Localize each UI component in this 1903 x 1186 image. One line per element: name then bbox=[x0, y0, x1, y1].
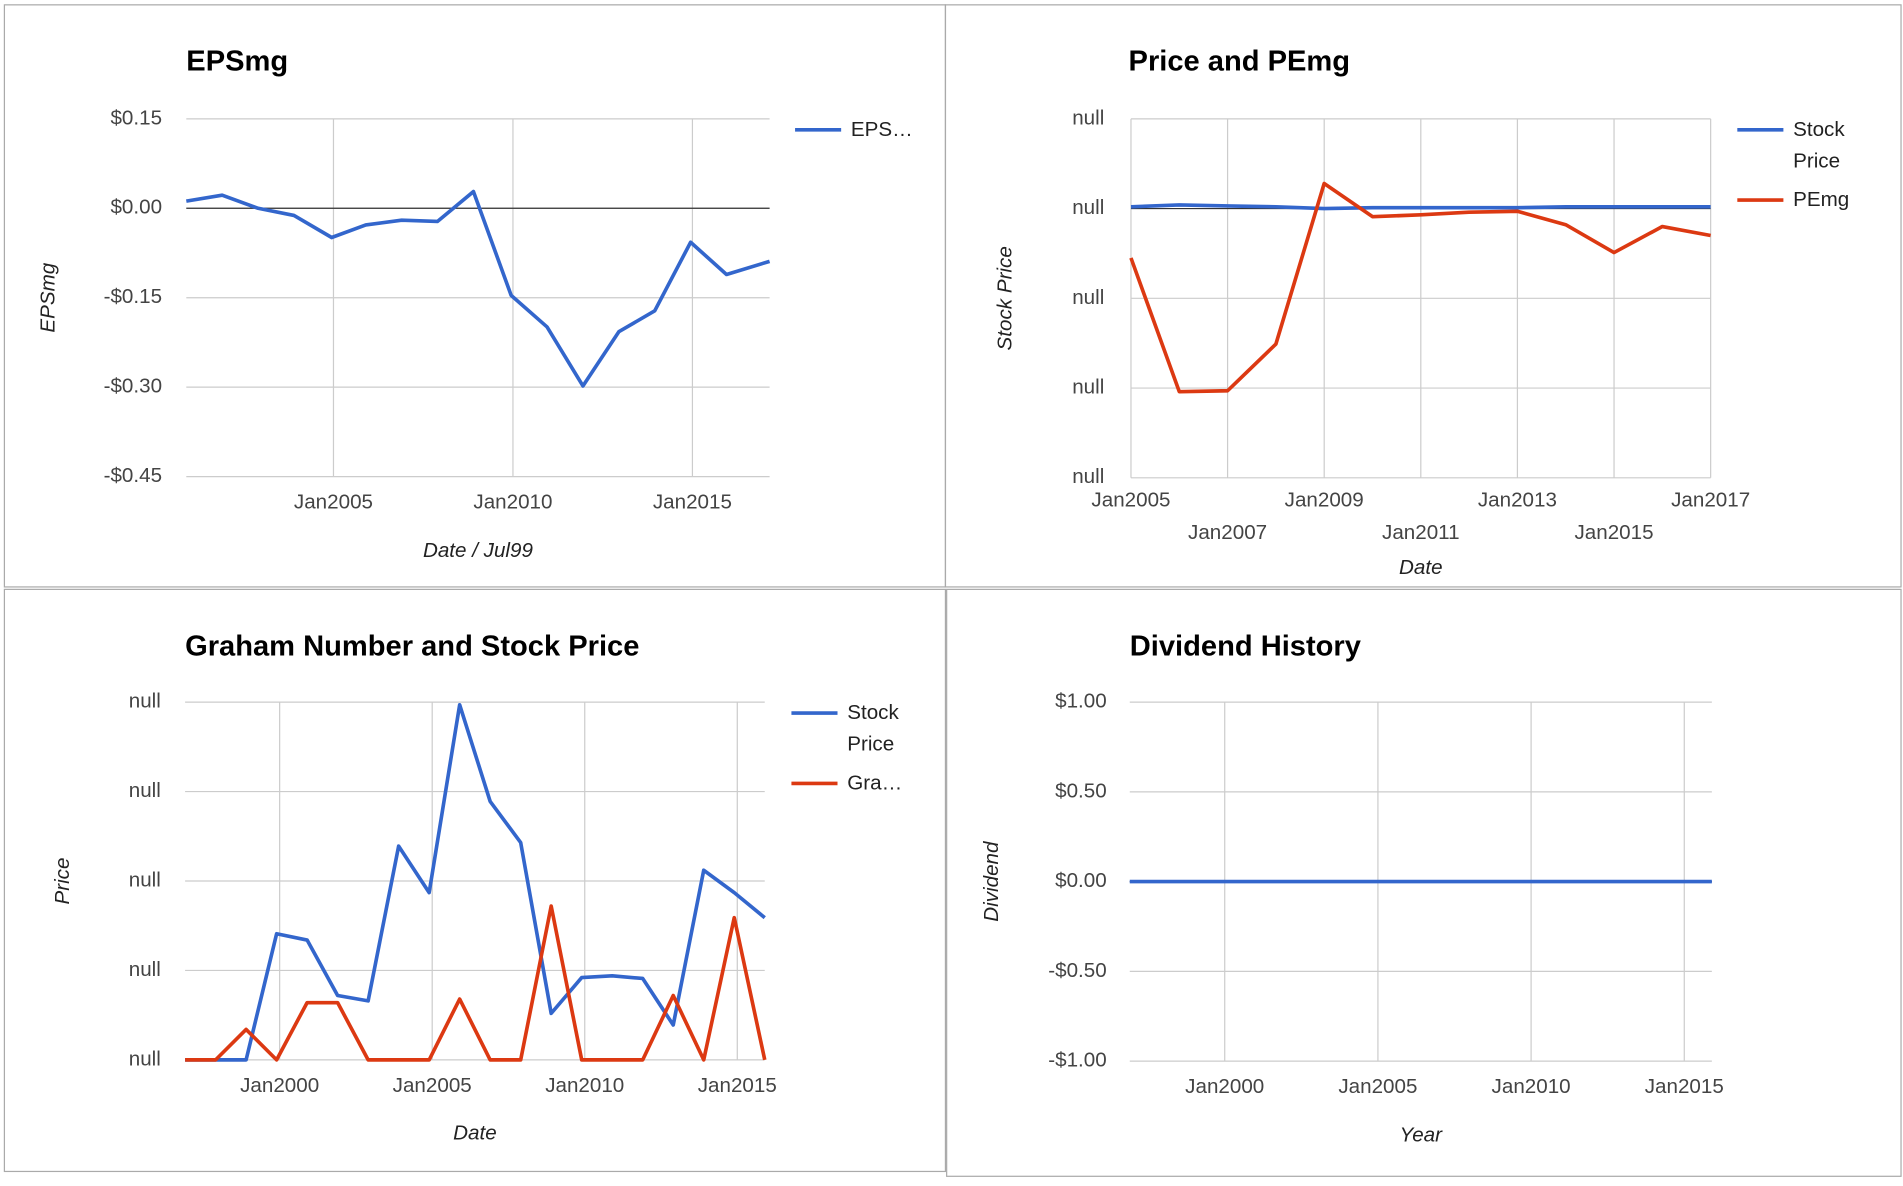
y-tick-label: -$0.45 bbox=[104, 464, 162, 487]
legend-entry: Stock Price bbox=[847, 700, 899, 756]
x-tick-label: Jan2011 bbox=[1382, 521, 1460, 544]
series-line bbox=[1129, 181, 1711, 394]
y-tick-label: -$0.30 bbox=[104, 375, 162, 398]
legend-label: Stock Price bbox=[847, 700, 899, 756]
series-line bbox=[186, 189, 771, 388]
y-tick-label: null bbox=[129, 958, 161, 981]
x-axis-title: Date / Jul99 bbox=[423, 539, 534, 562]
y-tick-label: null bbox=[129, 779, 161, 802]
panel bbox=[946, 588, 1902, 1177]
x-tick-label: Jan2000 bbox=[240, 1074, 319, 1097]
y-tick-label: -$1.00 bbox=[1048, 1049, 1106, 1072]
x-tick-label: Jan2005 bbox=[1091, 488, 1170, 511]
y-tick-label: null bbox=[129, 690, 161, 713]
x-tick-label: Jan2017 bbox=[1671, 488, 1750, 511]
x-tick-label: Jan2000 bbox=[1185, 1075, 1264, 1098]
x-tick-label: Jan2015 bbox=[698, 1074, 777, 1097]
x-tick-label: Jan2005 bbox=[1338, 1075, 1417, 1098]
series-line bbox=[185, 703, 766, 1062]
legend-label: EPS… bbox=[850, 117, 913, 141]
x-tick-label: Jan2015 bbox=[653, 491, 732, 514]
legend-label: Gra… bbox=[847, 771, 903, 795]
x-tick-label: Jan2005 bbox=[294, 491, 373, 514]
x-tick-label: Jan2010 bbox=[545, 1074, 624, 1097]
x-tick-label: Jan2010 bbox=[1492, 1075, 1571, 1098]
y-tick-label: null bbox=[1072, 375, 1104, 398]
x-tick-label: Jan2009 bbox=[1285, 488, 1364, 511]
legend-entry: Stock Price bbox=[1793, 117, 1845, 173]
y-tick-label: -$0.50 bbox=[1048, 959, 1106, 982]
panel bbox=[944, 4, 1902, 588]
chart-title: EPSmg bbox=[186, 46, 288, 78]
legend-label: PEmg bbox=[1793, 187, 1850, 212]
y-axis-title: EPSmg bbox=[37, 262, 60, 332]
x-tick-label: Jan2015 bbox=[1574, 521, 1653, 544]
legend-entry: PEmg bbox=[1793, 187, 1850, 212]
y-tick-label: $0.00 bbox=[1055, 869, 1107, 892]
series-line bbox=[1130, 203, 1711, 211]
y-tick-label: -$0.15 bbox=[104, 285, 162, 308]
y-tick-label: null bbox=[1072, 196, 1104, 219]
y-tick-label: null bbox=[1072, 106, 1104, 129]
y-tick-label: $0.00 bbox=[110, 196, 162, 219]
legend-label: Stock Price bbox=[1793, 117, 1845, 173]
x-axis-title: Date bbox=[453, 1121, 497, 1144]
y-axis-title: Price bbox=[51, 858, 74, 905]
x-tick-label: Jan2005 bbox=[393, 1074, 472, 1097]
y-axis-title: Dividend bbox=[980, 841, 1003, 922]
y-tick-label: null bbox=[1072, 465, 1104, 488]
chart-title: Graham Number and Stock Price bbox=[185, 630, 639, 662]
series-line bbox=[185, 904, 767, 1062]
x-axis-title: Year bbox=[1400, 1124, 1444, 1147]
x-tick-label: Jan2010 bbox=[473, 491, 552, 514]
legend-entry: EPS… bbox=[850, 117, 913, 141]
y-tick-label: $0.15 bbox=[110, 106, 162, 129]
x-axis-title: Date bbox=[1399, 556, 1443, 579]
y-tick-label: null bbox=[1072, 286, 1104, 309]
x-tick-label: Jan2015 bbox=[1645, 1075, 1724, 1098]
y-tick-label: $1.00 bbox=[1055, 690, 1107, 713]
y-tick-label: null bbox=[129, 868, 161, 891]
chart-title: Price and PEmg bbox=[1129, 46, 1351, 78]
panel bbox=[3, 588, 947, 1173]
y-tick-label: null bbox=[129, 1047, 161, 1070]
y-axis-title: Stock Price bbox=[994, 246, 1017, 350]
y-tick-label: $0.50 bbox=[1055, 779, 1107, 802]
x-tick-label: Jan2007 bbox=[1188, 521, 1267, 544]
chart-title: Dividend History bbox=[1130, 630, 1362, 662]
x-tick-label: Jan2013 bbox=[1478, 488, 1557, 511]
legend-entry: Gra… bbox=[847, 771, 903, 795]
